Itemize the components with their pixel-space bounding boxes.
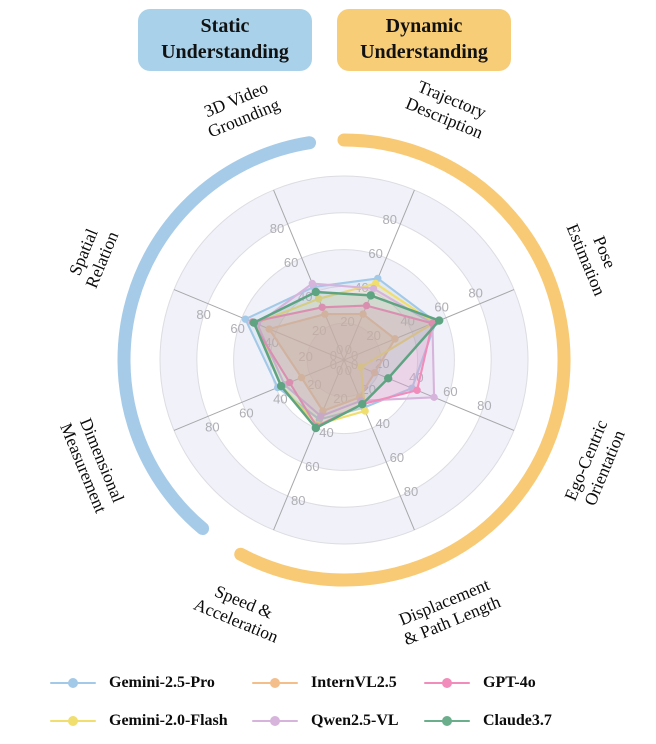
legend-item-internvl2-5: InternVL2.5 — [252, 672, 397, 694]
legend-label: Qwen2.5-VL — [311, 712, 399, 729]
data-point — [359, 310, 367, 318]
tick-label: 80 — [468, 286, 482, 301]
axis-label-pose-estimation: PoseEstimation — [563, 213, 629, 299]
axis-label-spatial-relation: SpatialRelation — [63, 220, 123, 290]
tick-label: 60 — [434, 300, 448, 315]
axis-label-trajectory-description: TrajectoryDescription — [403, 74, 494, 142]
tick-label: 20 — [366, 328, 380, 343]
tick-label: 0 — [330, 348, 337, 363]
series-claude3-7 — [249, 287, 444, 433]
tick-label: 0 — [336, 363, 343, 378]
legend-label: Gemini-2.5-Pro — [109, 674, 215, 691]
data-point — [369, 284, 378, 293]
series-polygons — [241, 274, 444, 433]
tick-label: 60 — [443, 384, 457, 399]
tick-label: 80 — [205, 419, 219, 434]
data-point — [430, 393, 438, 402]
tick-label: 40 — [273, 391, 287, 406]
tick-label: 80 — [291, 493, 305, 508]
tick-label: 20 — [340, 314, 354, 329]
tick-label: 80 — [196, 307, 210, 322]
data-point — [265, 325, 273, 333]
data-point — [249, 318, 259, 327]
tick-label: 60 — [305, 459, 319, 474]
legend-label: GPT-4o — [483, 674, 536, 691]
tick-label: 0 — [336, 342, 343, 357]
data-point — [285, 378, 294, 387]
dynamic-understanding-badge: Dynamic Understanding — [337, 9, 511, 72]
data-point — [308, 279, 317, 288]
legend-item-qwen2-5-vl: Qwen2.5-VL — [252, 710, 399, 732]
legend: Gemini-2.5-Pro Gemini-2.0-Flash InternVL2.… — [0, 662, 656, 742]
data-point — [276, 381, 286, 391]
legend-label: Gemini-2.0-Flash — [109, 712, 228, 729]
tick-label: 20 — [312, 323, 326, 338]
data-point — [321, 310, 329, 318]
tick-label: 0 — [330, 357, 337, 372]
legend-item-claude3-7: Claude3.7 — [424, 710, 552, 732]
tick-label: 60 — [230, 321, 244, 336]
axis-label-3d-video-grounding: 3D VideoGrounding — [197, 75, 283, 141]
tick-label: 80 — [404, 484, 418, 499]
legend-label: InternVL2.5 — [311, 674, 397, 691]
dynamic-arc — [234, 133, 571, 587]
data-point — [391, 335, 399, 343]
tick-label: 0 — [345, 363, 352, 378]
legend-item-gpt-4o: GPT-4o — [424, 672, 536, 694]
tick-label: 60 — [284, 255, 298, 270]
tick-label: 80 — [270, 221, 284, 236]
data-point — [362, 301, 371, 310]
legend-marker-icon — [424, 678, 470, 689]
data-point — [361, 407, 369, 415]
data-point — [434, 316, 444, 325]
tick-label: 40 — [319, 425, 333, 440]
legend-marker-icon — [50, 716, 96, 727]
tick-label: 60 — [390, 450, 404, 465]
data-point — [311, 423, 321, 433]
axis-label-dimensional-measurement: DimensionalMeasurement — [56, 412, 130, 515]
data-point — [413, 386, 421, 394]
data-point — [311, 287, 321, 297]
data-point — [314, 295, 323, 303]
tick-label: 60 — [368, 246, 382, 261]
tick-label: 20 — [307, 377, 321, 392]
axis-label-ego-centric-orientation: Ego-CentricOrientation — [560, 417, 630, 512]
data-point — [241, 315, 250, 323]
legend-marker-icon — [50, 678, 96, 689]
axis-label-displacement-path-length: Displacement& Path Length — [393, 573, 504, 650]
tick-label: 0 — [351, 348, 358, 363]
static-arc — [117, 136, 317, 536]
legend-marker-icon — [252, 716, 298, 727]
data-point — [370, 368, 379, 377]
tick-label: 80 — [477, 398, 491, 413]
data-point — [297, 373, 306, 382]
tick-label: 20 — [298, 349, 312, 364]
tick-label: 40 — [376, 416, 390, 431]
tick-label: 80 — [382, 212, 396, 227]
data-point — [318, 303, 326, 312]
static-understanding-badge: Static Understanding — [138, 9, 312, 72]
axis-label-speed-acceleration: Speed &Acceleration — [191, 575, 289, 646]
data-point — [366, 291, 375, 300]
tick-label: 60 — [239, 405, 253, 420]
data-point — [317, 412, 325, 420]
tick-label: 0 — [351, 357, 358, 372]
data-point — [383, 374, 393, 383]
data-point — [358, 399, 367, 409]
legend-marker-icon — [424, 716, 470, 727]
data-point — [357, 363, 365, 371]
legend-marker-icon — [252, 678, 298, 689]
legend-item-gemini-2-5-pro: Gemini-2.5-Pro — [50, 672, 215, 694]
category-arcs — [117, 133, 571, 587]
legend-item-gemini-2-0-flash: Gemini-2.0-Flash — [50, 710, 228, 732]
legend-label: Claude3.7 — [483, 712, 552, 729]
tick-label: 0 — [345, 342, 352, 357]
